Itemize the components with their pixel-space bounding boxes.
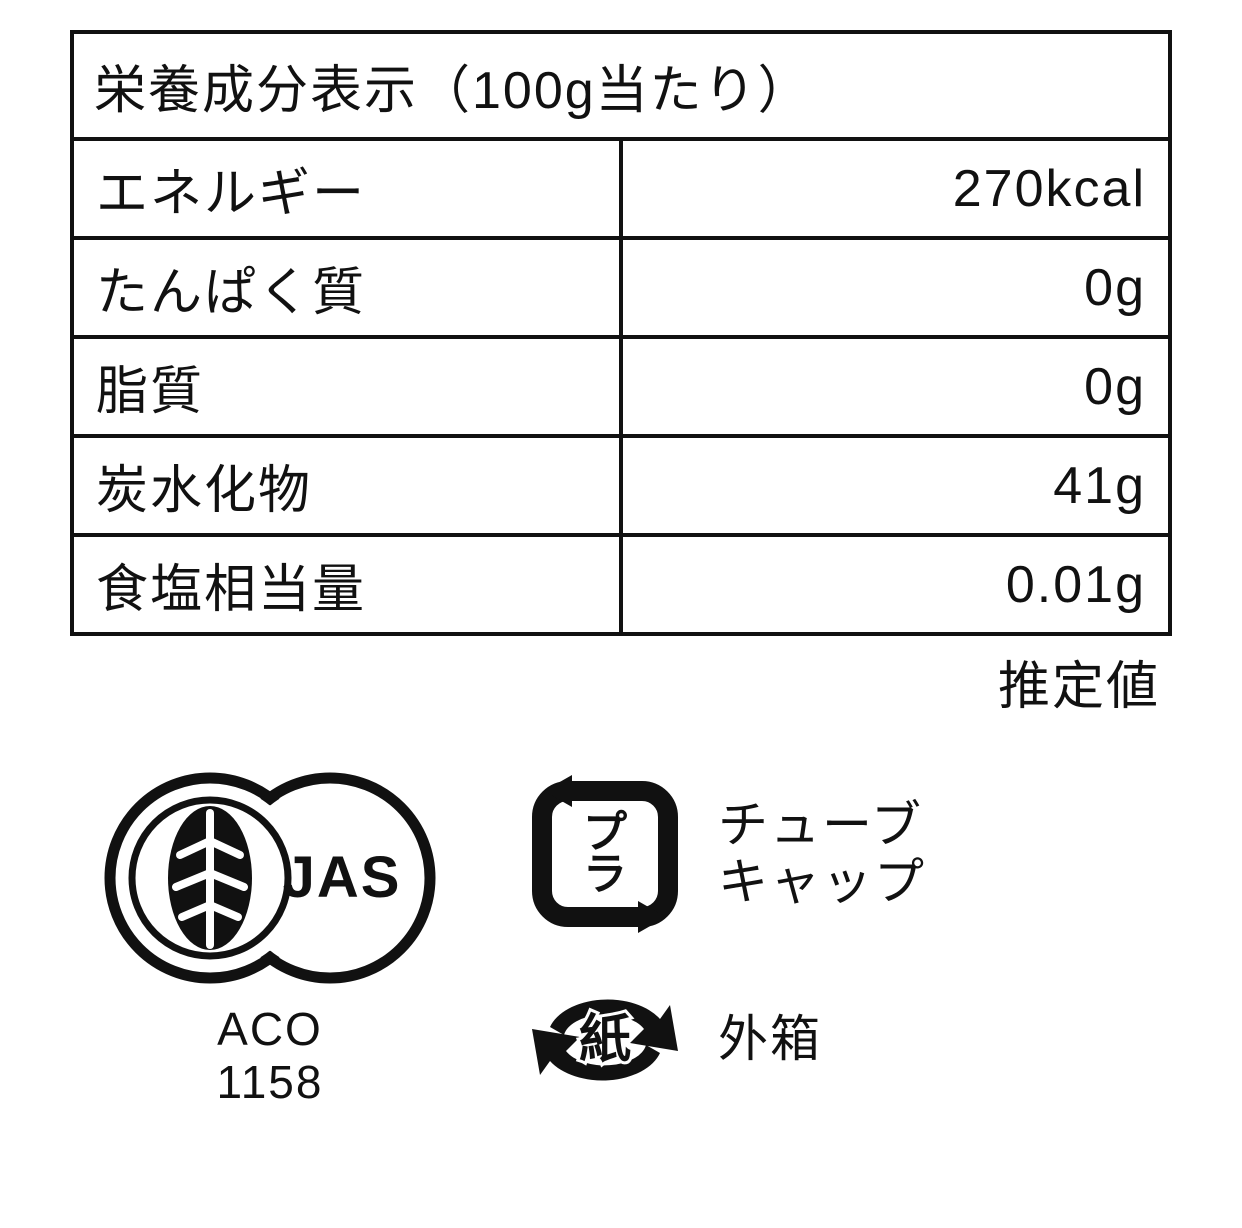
jas-caption: ACO 1158 bbox=[217, 1003, 324, 1109]
nutrient-value: 0g bbox=[621, 337, 1170, 436]
plastic-recycle-icon: プラ bbox=[520, 769, 690, 939]
table-row: エネルギー 270kcal bbox=[72, 139, 1170, 238]
paper-recycle-icon: 紙 bbox=[520, 965, 690, 1115]
plastic-desc-line2: キャップ bbox=[718, 854, 926, 910]
jas-organic-icon: JAS bbox=[90, 763, 450, 993]
jas-caption-line1: ACO bbox=[217, 1003, 323, 1055]
nutrition-label-page: 栄養成分表示（100g当たり） エネルギー 270kcal たんぱく質 0g 脂… bbox=[0, 0, 1242, 1228]
jas-block: JAS ACO 1158 bbox=[90, 763, 450, 1109]
nutrient-label: たんぱく質 bbox=[72, 238, 621, 337]
plastic-description: チューブ キャップ bbox=[718, 797, 926, 912]
plastic-desc-line1: チューブ bbox=[718, 797, 923, 853]
table-row: 食塩相当量 0.01g bbox=[72, 535, 1170, 634]
nutrition-table-header: 栄養成分表示（100g当たり） bbox=[72, 32, 1170, 139]
certification-logos-row: JAS ACO 1158 bbox=[70, 763, 1172, 1115]
nutrient-value: 270kcal bbox=[621, 139, 1170, 238]
plastic-icon-text: プラ bbox=[583, 808, 627, 899]
nutrient-label: エネルギー bbox=[72, 139, 621, 238]
paper-description: 外箱 bbox=[718, 1011, 822, 1069]
table-row: 炭水化物 41g bbox=[72, 436, 1170, 535]
paper-icon-text: 紙 bbox=[579, 1011, 631, 1069]
nutrition-table: 栄養成分表示（100g当たり） エネルギー 270kcal たんぱく質 0g 脂… bbox=[70, 30, 1172, 636]
table-row: 脂質 0g bbox=[72, 337, 1170, 436]
jas-caption-line2: 1158 bbox=[217, 1056, 324, 1108]
nutrient-value: 0g bbox=[621, 238, 1170, 337]
table-row: たんぱく質 0g bbox=[72, 238, 1170, 337]
recycle-row-plastic: プラ チューブ キャップ bbox=[520, 769, 926, 939]
estimate-note: 推定値 bbox=[70, 636, 1172, 719]
nutrient-label: 食塩相当量 bbox=[72, 535, 621, 634]
recycle-column: プラ チューブ キャップ 紙 bbox=[520, 763, 926, 1115]
nutrient-label: 炭水化物 bbox=[72, 436, 621, 535]
nutrient-label: 脂質 bbox=[72, 337, 621, 436]
recycle-row-paper: 紙 外箱 bbox=[520, 965, 926, 1115]
nutrient-value: 0.01g bbox=[621, 535, 1170, 634]
nutrient-value: 41g bbox=[621, 436, 1170, 535]
jas-text: JAS bbox=[283, 845, 402, 910]
